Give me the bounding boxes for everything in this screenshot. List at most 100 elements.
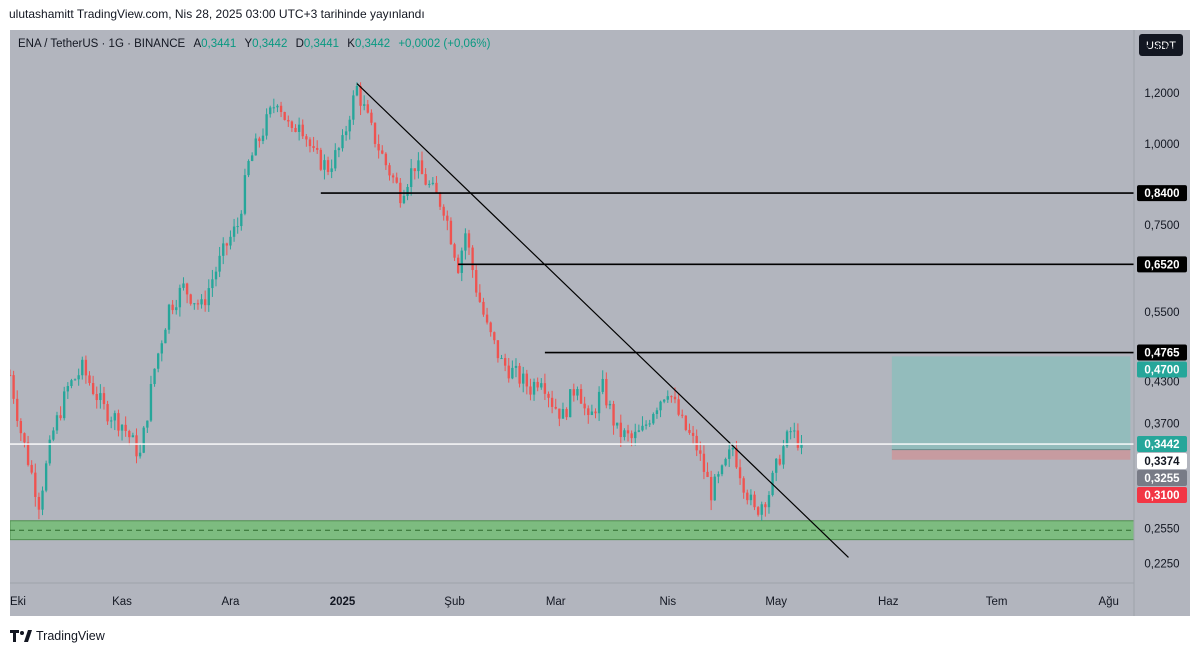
candle-body	[326, 160, 330, 172]
candle-body	[561, 409, 565, 419]
y-tick-label: 0,2550	[1144, 523, 1179, 535]
candle-body	[247, 160, 250, 176]
candle-body	[753, 494, 756, 508]
candle-body	[529, 386, 532, 395]
candle-body	[402, 195, 406, 204]
candle-body	[272, 107, 276, 109]
candle-body	[142, 427, 145, 453]
x-tick-label: Şub	[444, 596, 464, 608]
publish-caption: ulutashamitt TradingView.com, Nis 28, 20…	[9, 7, 425, 21]
x-tick-label: May	[765, 596, 787, 608]
candle-body	[630, 433, 633, 439]
candle-body	[702, 453, 706, 472]
candle-body	[695, 435, 698, 451]
candle-body	[550, 397, 554, 407]
candle-body	[540, 383, 543, 388]
candle-body	[70, 380, 73, 387]
price-badge-bg	[1137, 453, 1187, 470]
candle-body	[699, 450, 702, 454]
candle-body	[500, 358, 503, 360]
open-value: 0,3441	[201, 38, 237, 50]
candle-body	[525, 373, 528, 387]
candle-body	[77, 375, 80, 380]
candle-body	[222, 243, 225, 256]
candle-body	[211, 279, 214, 289]
candle-body	[120, 424, 124, 431]
candle-body	[597, 391, 601, 414]
candle-body	[464, 233, 467, 251]
candle-body	[84, 359, 88, 376]
candle-body	[254, 138, 257, 156]
candle-body	[261, 135, 265, 142]
candle-body	[634, 431, 637, 439]
change-value: +0,0002 (+0,06%)	[398, 38, 491, 50]
candle-body	[196, 303, 200, 305]
candle-body	[681, 414, 684, 416]
candle-body	[113, 413, 116, 421]
candle-body	[796, 430, 800, 448]
y-tick-label: 1,2000	[1144, 88, 1179, 100]
candle-body	[467, 233, 471, 248]
candle-body	[12, 375, 15, 399]
candle-body	[258, 138, 261, 142]
candle-body	[438, 193, 442, 207]
candle-body	[381, 150, 384, 154]
candle-body	[138, 452, 142, 457]
candle-body	[294, 127, 297, 132]
candle-body	[489, 322, 492, 333]
open-label: A	[193, 38, 202, 50]
candle-body	[250, 155, 254, 161]
position-stop-zone	[891, 449, 1131, 460]
close-value: 0,3442	[354, 38, 391, 50]
x-tick-label: Tem	[986, 596, 1008, 608]
candle-body	[684, 415, 688, 430]
candle-body	[442, 206, 445, 216]
candle-body	[536, 381, 539, 388]
currency-badge-label: USDT	[1146, 40, 1176, 52]
candle-body	[146, 420, 149, 428]
candle-body	[189, 294, 192, 304]
chart-area[interactable]: USDT 1,4000 1,2000 1,0000 0,7500 0,5500 0,4300…	[10, 30, 1190, 616]
candle-body	[207, 288, 210, 306]
candle-body	[670, 396, 673, 398]
candle-body	[673, 396, 677, 400]
candle-body	[583, 403, 586, 409]
x-tick-label: Ara	[222, 596, 241, 608]
candles-group	[10, 82, 803, 521]
candle-body	[449, 220, 453, 245]
candle-body	[713, 476, 716, 501]
candle-body	[279, 105, 283, 113]
chart-background	[10, 30, 1190, 616]
candle-body	[623, 430, 626, 438]
candle-body	[409, 168, 413, 187]
candle-body	[731, 448, 735, 450]
candle-body	[738, 467, 742, 479]
candle-body	[48, 439, 51, 464]
x-tick-label: Eki	[10, 596, 26, 608]
candle-body	[728, 449, 731, 459]
price-badge-bg	[1137, 436, 1187, 453]
candle-body	[236, 226, 239, 228]
y-tick-label: 0,7500	[1144, 220, 1179, 232]
candle-body	[503, 358, 507, 366]
candle-body	[59, 415, 62, 419]
candle-body	[706, 471, 709, 478]
candle-body	[594, 411, 597, 414]
symbol-title[interactable]: ENA / TetherUS · 1G · BINANCE	[18, 38, 186, 50]
candle-body	[514, 365, 518, 368]
candle-body	[341, 135, 344, 149]
candle-body	[789, 431, 792, 433]
candle-body	[308, 139, 312, 147]
candle-body	[200, 299, 203, 305]
candle-body	[359, 85, 362, 106]
price-badge-bg	[1137, 487, 1187, 504]
currency-badge-bg	[1139, 34, 1183, 56]
candle-body	[128, 430, 131, 438]
candle-body	[677, 399, 680, 415]
candle-body	[153, 368, 156, 385]
position-target-zone	[891, 356, 1131, 450]
candle-body	[316, 148, 319, 150]
candle-body	[507, 365, 510, 379]
candle-body	[66, 386, 70, 392]
